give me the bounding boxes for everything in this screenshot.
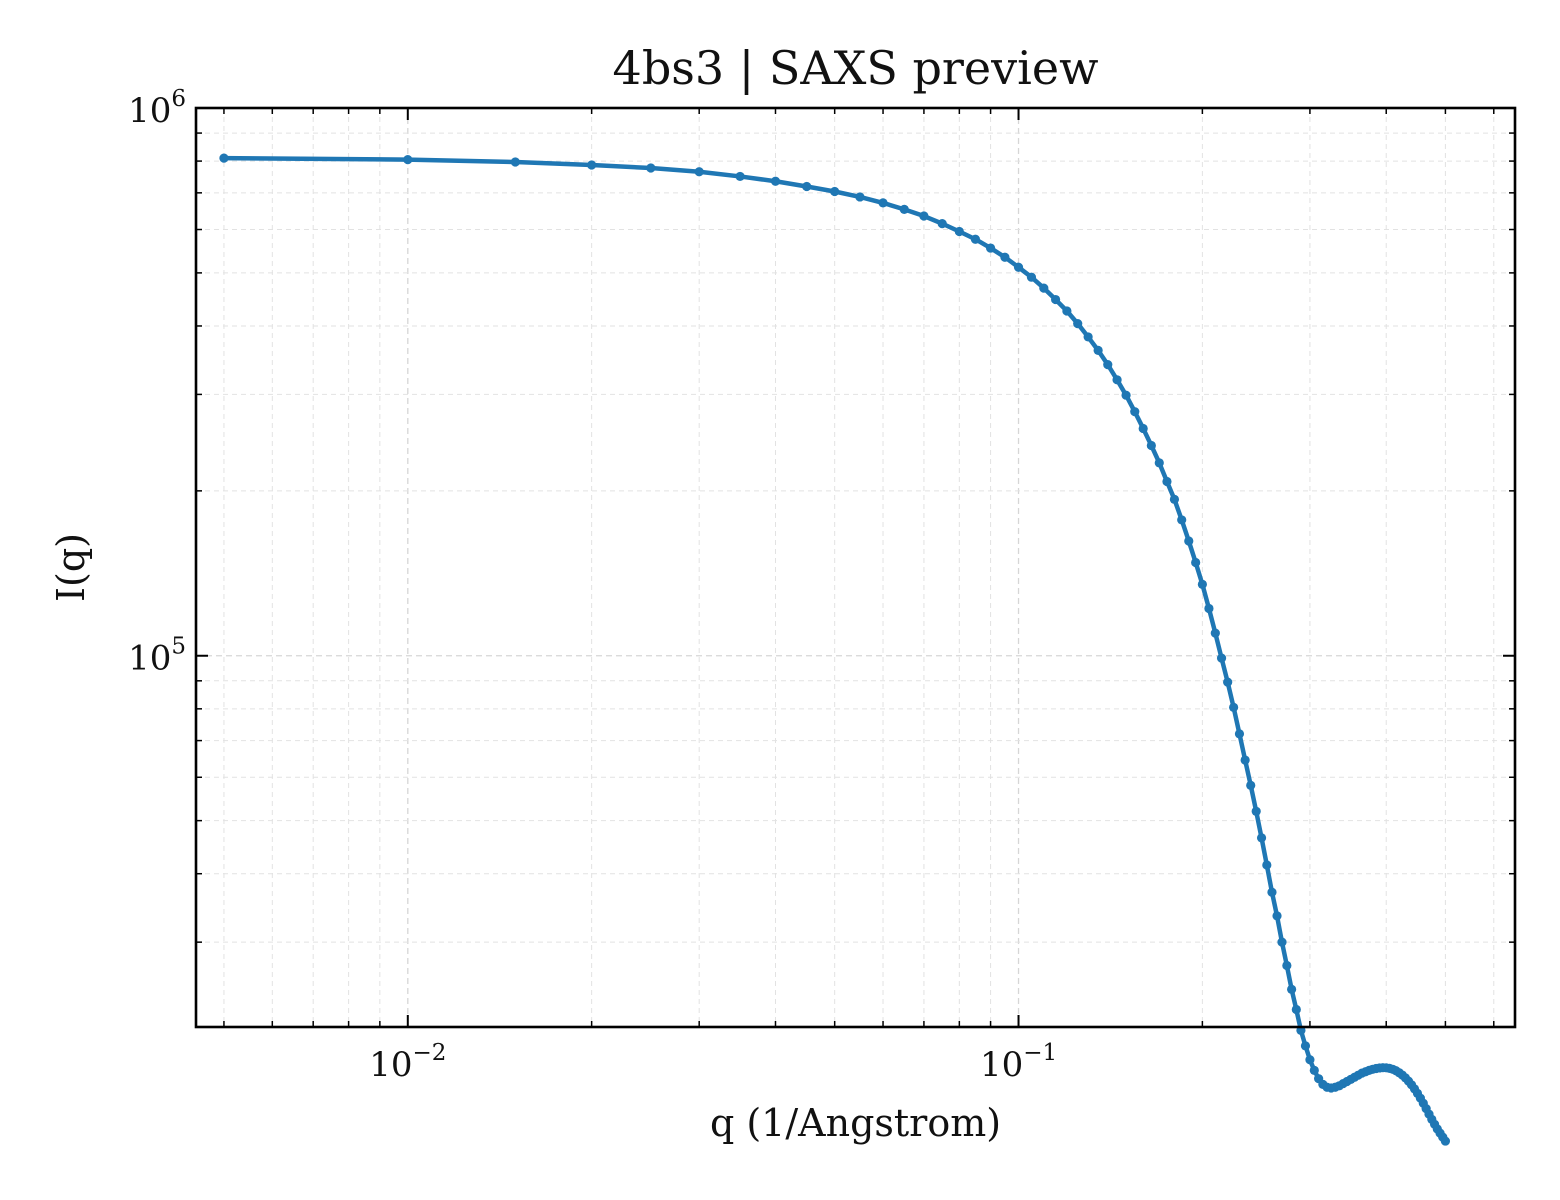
data-point — [878, 198, 888, 208]
data-point — [1216, 653, 1227, 663]
data-point — [1300, 1041, 1311, 1051]
data-point — [1305, 1055, 1315, 1065]
x-axis-label: q (1/Angstrom) — [710, 1101, 1001, 1145]
data-point — [1093, 345, 1103, 355]
data-point — [1291, 1004, 1301, 1015]
data-point — [1103, 360, 1113, 370]
data-point — [919, 211, 929, 221]
data-point — [1083, 332, 1093, 342]
data-point — [1146, 440, 1156, 451]
data-point — [1062, 306, 1072, 316]
data-point — [1184, 536, 1194, 546]
data-point — [1026, 272, 1037, 282]
tick-labels: 10−2 10−1 105 106 — [128, 86, 1057, 1085]
data-point — [403, 155, 413, 165]
data-point — [1267, 887, 1277, 897]
data-point — [1210, 628, 1220, 638]
data-point — [1282, 960, 1292, 971]
data-point — [1138, 423, 1148, 434]
grid-lines — [196, 107, 1515, 1027]
data-point — [1287, 984, 1297, 994]
data-point — [1191, 557, 1201, 568]
data-point — [1130, 407, 1140, 417]
data-point — [770, 176, 781, 186]
plot-frame — [194, 106, 1517, 1029]
data-point — [985, 243, 996, 253]
y-tick-label: 105 — [128, 634, 186, 679]
tick-marks — [196, 107, 1515, 1027]
data-point — [1223, 677, 1233, 687]
data-point — [855, 192, 865, 202]
data-point — [830, 186, 840, 197]
data-point — [1162, 476, 1172, 487]
data-point — [899, 204, 909, 214]
data-point — [1246, 780, 1256, 790]
data-point — [1073, 319, 1083, 329]
data-point — [1234, 729, 1245, 739]
data-point — [1229, 702, 1239, 712]
data-point — [1169, 494, 1180, 504]
data-point — [1251, 806, 1261, 816]
data-point — [646, 163, 656, 173]
data-point — [1240, 755, 1250, 765]
x-tick-label: 10−2 — [369, 1040, 446, 1085]
data-point — [1177, 515, 1187, 525]
data-point — [1309, 1065, 1319, 1075]
data-point — [802, 181, 812, 192]
data-point — [587, 160, 597, 170]
x-tick-label: 10−1 — [980, 1040, 1057, 1085]
data-point — [1277, 937, 1287, 947]
data-point — [1154, 458, 1164, 468]
data-point — [1013, 262, 1024, 272]
data-point — [937, 219, 947, 229]
data-point — [1051, 294, 1061, 305]
chart-title: 4bs3 | SAXS preview — [613, 41, 1099, 95]
y-axis-label: I(q) — [49, 533, 93, 602]
data-point — [219, 153, 229, 163]
data-point — [1262, 860, 1272, 870]
data-point — [510, 157, 520, 167]
data-point — [1440, 1136, 1451, 1146]
series-group — [219, 153, 1451, 1146]
data-point — [954, 226, 964, 237]
data-point — [1272, 911, 1282, 921]
data-point — [970, 234, 981, 244]
data-point — [1000, 252, 1010, 262]
data-point — [1121, 390, 1131, 400]
data-point — [1256, 833, 1267, 843]
data-point — [1039, 283, 1049, 293]
data-point — [1197, 579, 1207, 589]
y-tick-label: 106 — [128, 86, 186, 131]
data-point — [1112, 375, 1122, 385]
data-point — [1204, 603, 1214, 614]
data-point — [694, 167, 704, 177]
data-point — [735, 171, 745, 182]
